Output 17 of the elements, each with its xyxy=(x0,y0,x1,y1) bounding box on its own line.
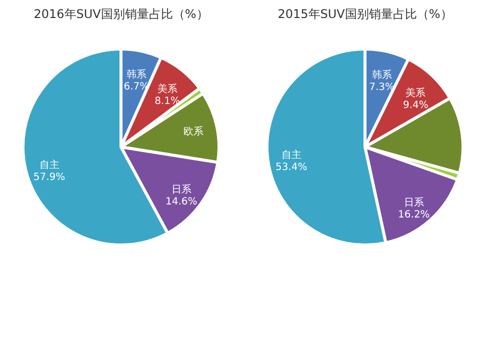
chart-title: 2015年SUV国别销量占比（%） xyxy=(278,7,452,21)
slice-label: 美系 xyxy=(406,87,426,100)
chart-title: 2016年SUV国别销量占比（%） xyxy=(34,7,208,21)
data-label: 16.2% xyxy=(398,210,430,221)
data-label: 9.4% xyxy=(402,100,428,112)
slice-label: 自主 xyxy=(281,148,302,161)
slice-label: 美系 xyxy=(157,83,178,96)
data-label: 8.1% xyxy=(154,96,180,108)
slice-label: 自主 xyxy=(39,159,60,172)
data-label: 53.4% xyxy=(276,162,308,173)
slice-label: 韩系 xyxy=(372,68,392,81)
slice-label: 韩系 xyxy=(126,68,146,81)
slice-label: 日系 xyxy=(171,184,192,196)
slice-label: 欧系 xyxy=(183,126,204,138)
slice-label: 日系 xyxy=(404,196,424,209)
data-label: 14.6% xyxy=(166,196,198,208)
data-label: 57.9% xyxy=(33,172,66,184)
